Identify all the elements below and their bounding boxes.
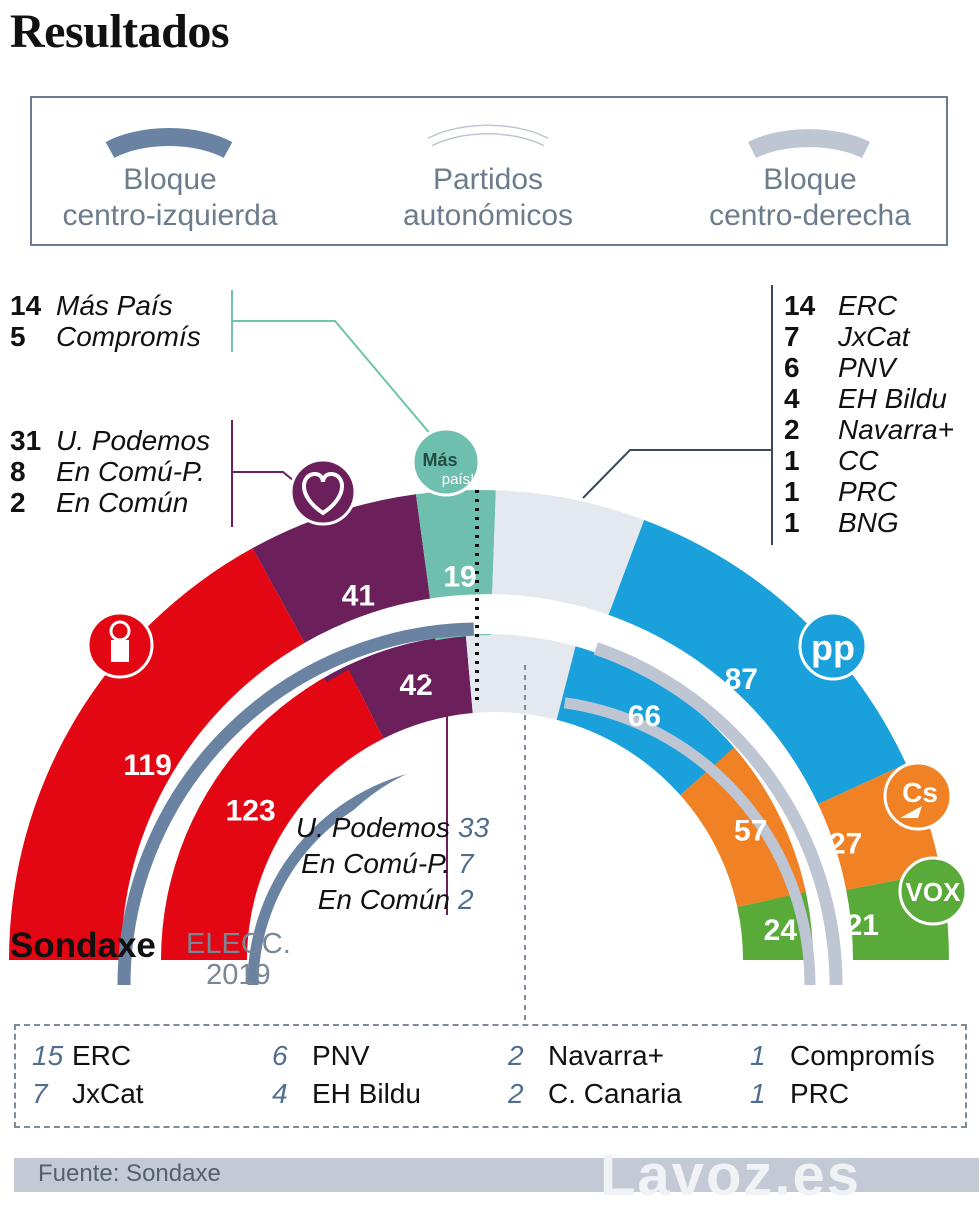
legend-label-derecha: Bloque centro-derecha (709, 163, 911, 232)
legend-arc-derecha (747, 129, 871, 159)
page-title: Resultados (10, 5, 230, 58)
list-item: 1 CC (784, 445, 879, 476)
elecc2019-label-cs: 57 (734, 815, 767, 848)
inner-blank (289, 754, 701, 960)
sondaxe-sector-psoe (9, 548, 335, 960)
sondaxe-label-pp: 87 (725, 663, 758, 696)
list-item: 4 EH Bildu (784, 383, 947, 414)
legend-arc-autonomicos-inner (428, 126, 548, 146)
list-item: 2 Navarra+ (508, 1040, 664, 1071)
footer-bar (14, 1158, 979, 1192)
sondaxe-label-cs: 27 (829, 828, 862, 861)
bloque-izq-arc-outer (117, 622, 474, 986)
autonomicos-2019-box (14, 1024, 967, 1128)
psoe-logo-box (111, 640, 129, 662)
elecc2019-sector-partidos-autonomicos (465, 635, 576, 720)
pp-logo-text: pp (811, 627, 855, 668)
watermark: Lavoz.es (600, 1143, 861, 1208)
list-item: 8 En Comú-P. (10, 456, 205, 487)
psoe-logo-rose (109, 620, 131, 642)
mas-pais-logo-icon (411, 427, 481, 497)
list-item: 2 Navarra+ (784, 414, 954, 445)
cs-logo-text: Cs (902, 777, 938, 808)
pp-logo-icon (798, 611, 868, 681)
vox-logo-text: VOX (906, 877, 962, 907)
sondaxe-sector-pp (584, 519, 907, 835)
autonomicos-leader (582, 449, 772, 499)
list-item: 31 U. Podemos (10, 425, 211, 456)
mas-pais-logo-text-1: Más (422, 450, 457, 470)
list-podemos: 31 U. Podemos 8 En Comú-P. 2 En Común (10, 425, 210, 518)
legend-label-izquierda: Bloque centro-izquierda (62, 163, 278, 232)
elecc2019-label-psoe: 123 (226, 794, 276, 827)
mas-pais-logo-text-2: país! (442, 471, 475, 488)
mas-pais-leader (232, 320, 449, 456)
list-podemos-2019: U. Podemos 33 En Comú-P. 7 En Común 2 (270, 810, 498, 918)
list-item: 6 PNV (272, 1040, 370, 1071)
sondaxe-label-vox: 21 (846, 909, 879, 942)
bloque-der-arc-outer (593, 642, 843, 986)
list-item: En Común 2 (317, 884, 474, 915)
elecc2019-sector-psoe (170, 669, 384, 960)
list-item: 6 PNV (784, 352, 896, 383)
list-item: 4 EH Bildu (272, 1078, 421, 1109)
legend-arc-izquierda (105, 128, 233, 159)
legend-arcs (105, 124, 871, 159)
elecc2019-label-vox: 24 (764, 914, 798, 947)
list-item: 2 C. Canaria (508, 1078, 682, 1109)
heart-icon (302, 471, 344, 516)
list-item: 15 ERC (32, 1040, 132, 1071)
elecc2019-sector-unidas-podemos (348, 636, 473, 739)
list-item: 7 JxCat (32, 1078, 144, 1109)
list-item: 1 Compromís (750, 1040, 935, 1071)
source-text: Fuente: Sondaxe (38, 1160, 221, 1187)
legend-label-autonomicos: Partidos autonómicos (402, 163, 574, 232)
sondaxe-label-mas-pais: 19 (443, 560, 476, 593)
sondaxe-label-unidas-podemos: 41 (342, 579, 375, 612)
vox-logo-icon (898, 856, 968, 926)
cs-logo-mark (900, 806, 922, 818)
list-item: U. Podemos 33 (295, 812, 490, 843)
elecc2019-label-unidas-podemos: 42 (399, 669, 432, 702)
sondaxe-label-psoe: 119 (123, 749, 171, 782)
list-item: En Comú-P. 7 (301, 848, 474, 879)
legend-box (30, 96, 948, 246)
list-item: 1 PRC (784, 476, 898, 507)
series-label-sondaxe: Sondaxe (10, 926, 156, 965)
list-item: 5 Compromís (10, 321, 201, 352)
bloque-der-arc-inner (563, 697, 816, 986)
list-item: 14 Más País (10, 290, 173, 321)
list-item: 2 En Común (10, 487, 189, 518)
podemos-2019-leader (427, 675, 448, 915)
series-label-elecc: ELECC. 2019 (186, 928, 291, 991)
elecc2019-label-pp: 66 (628, 700, 661, 733)
list-item: 7 JxCat (784, 321, 910, 352)
list-item: 1 PRC (750, 1078, 850, 1109)
list-item: 14 ERC (784, 290, 898, 321)
list-item: 1 BNG (784, 507, 899, 538)
list-mas-pais: 14 Más País 5 Compromís (10, 290, 201, 352)
cs-logo-icon (883, 761, 953, 831)
